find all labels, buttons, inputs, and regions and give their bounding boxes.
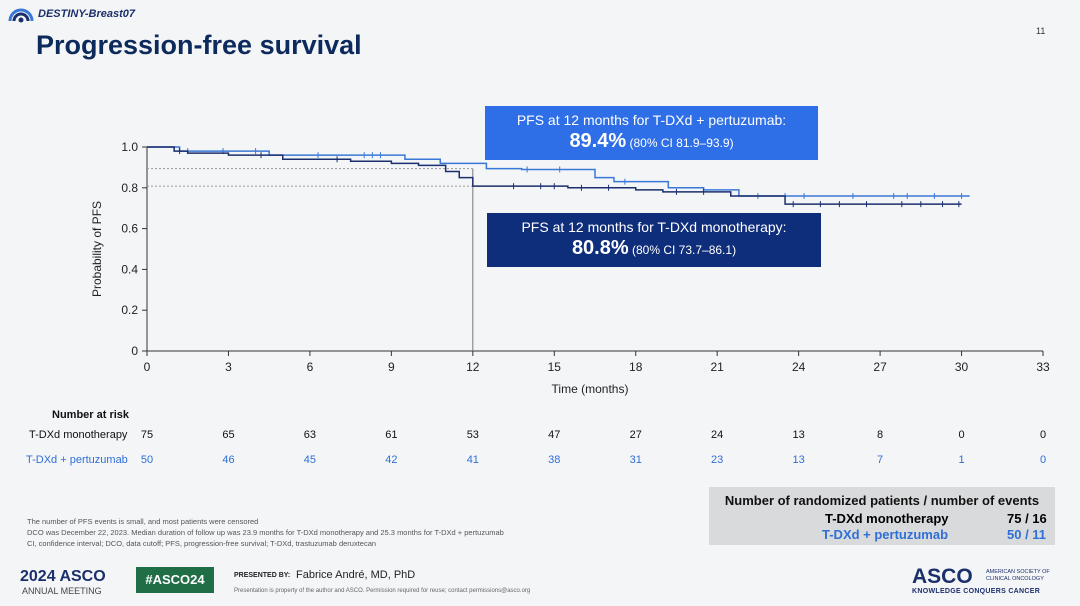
risk-value: 0	[1039, 454, 1047, 466]
top-bar	[0, 0, 1080, 28]
risk-value: 7	[877, 454, 884, 466]
risk-value: 42	[385, 454, 398, 466]
risk-value: 23	[711, 454, 724, 466]
x-tick-label: 6	[307, 360, 314, 374]
callout-monotherapy-ci: (80% CI 73.7–86.1)	[632, 243, 737, 257]
x-tick-label: 27	[873, 360, 887, 374]
meeting-logo: 2024 ASCO	[20, 568, 106, 585]
risk-value: 61	[385, 429, 398, 441]
callout-monotherapy: PFS at 12 months for T-DXd monotherapy: …	[487, 213, 821, 267]
risk-value: 38	[548, 454, 561, 466]
risk-value: 46	[222, 454, 235, 466]
risk-value: 31	[629, 454, 642, 466]
x-tick-label: 30	[955, 360, 969, 374]
page-title: Progression-free survival	[36, 30, 362, 60]
footnote-1: The number of PFS events is small, and m…	[27, 517, 259, 526]
asco-org-name: AMERICAN SOCIETY OF CLINICAL ONCOLOGY	[986, 569, 1050, 582]
summary-row-label-mono: T-DXd monotherapy	[825, 511, 949, 526]
risk-value: 41	[466, 454, 479, 466]
x-tick-label: 9	[388, 360, 395, 374]
summary-title: Number of randomized patients / number o…	[724, 493, 1040, 508]
x-axis-label: Time (months)	[552, 382, 629, 396]
y-tick-label: 0.4	[121, 262, 138, 276]
x-tick-label: 15	[548, 360, 562, 374]
trial-name: DESTINY-Breast07	[38, 8, 135, 20]
y-tick-label: 0.6	[121, 222, 138, 236]
x-tick-label: 0	[144, 360, 151, 374]
callout-monotherapy-label: PFS at 12 months for T-DXd monotherapy:	[521, 219, 787, 235]
asco-logo: ASCO	[912, 565, 973, 588]
risk-value: 65	[222, 429, 235, 441]
callout-monotherapy-value: 80.8%	[571, 237, 629, 259]
y-tick-label: 0	[131, 344, 138, 358]
risk-value: 13	[792, 429, 805, 441]
risk-value: 13	[792, 454, 805, 466]
risk-row-label: T-DXd monotherapy	[29, 429, 128, 441]
risk-value: 45	[303, 454, 317, 466]
slide-number: 11	[1036, 26, 1046, 36]
summary-box: Number of randomized patients / number o…	[709, 487, 1055, 545]
risk-table-header: Number at risk	[52, 409, 130, 421]
risk-value: 53	[466, 429, 479, 441]
callout-pertuzumab: PFS at 12 months for T-DXd + pertuzumab:…	[485, 106, 818, 160]
x-tick-label: 24	[792, 360, 806, 374]
x-tick-label: 21	[711, 360, 725, 374]
summary-row-value-pert: 50 / 11	[1007, 527, 1047, 542]
risk-value: 0	[958, 429, 965, 441]
risk-value: 27	[629, 429, 642, 441]
summary-row-label-pert: T-DXd + pertuzumab	[822, 527, 949, 542]
presenter-name: Fabrice André, MD, PhD	[296, 569, 416, 581]
meeting-sub: ANNUAL MEETING	[22, 586, 102, 596]
risk-value: 24	[711, 429, 724, 441]
y-axis-label: Probability of PFS	[90, 201, 104, 297]
x-tick-label: 33	[1036, 360, 1050, 374]
risk-value: 63	[303, 429, 317, 441]
km-chart: 0 3 6 9 12 15 18 21 24 27 30 33 0 0.2 0.4 0.6 0.8 1.0 Time…	[90, 140, 1050, 396]
risk-value: 1	[958, 454, 965, 466]
y-tick-label: 1.0	[121, 140, 138, 154]
km-curve-pertuzumab	[147, 146, 970, 197]
risk-value: 75	[140, 429, 154, 441]
footnote-3: CI, confidence interval; DCO, data cutof…	[27, 539, 377, 548]
summary-row-value-mono: 75 / 16	[1007, 511, 1047, 526]
risk-value: 8	[877, 429, 884, 441]
trial-logo-icon	[8, 8, 34, 23]
risk-value: 50	[140, 454, 154, 466]
x-tick-label: 12	[466, 360, 480, 374]
y-tick-label: 0.8	[121, 181, 138, 195]
callout-pertuzumab-ci: (80% CI 81.9–93.9)	[629, 136, 734, 150]
property-note: Presentation is property of the author a…	[234, 588, 531, 594]
asco-tagline: KNOWLEDGE CONQUERS CANCER	[912, 588, 1041, 595]
callout-pertuzumab-value: 89.4%	[569, 130, 627, 152]
km-curve-monotherapy	[147, 146, 962, 205]
callout-pertuzumab-label: PFS at 12 months for T-DXd + pertuzumab:	[516, 112, 787, 128]
y-tick-label: 0.2	[121, 303, 138, 317]
risk-value: 0	[1039, 429, 1047, 441]
x-tick-label: 18	[629, 360, 643, 374]
footnote-2: DCO was December 22, 2023. Median durati…	[27, 528, 504, 537]
footnotes: The number of PFS events is small, and m…	[27, 516, 504, 549]
presented-by-label: PRESENTED BY:	[234, 572, 291, 579]
hashtag-badge: #ASCO24	[136, 567, 214, 593]
risk-row-label: T-DXd + pertuzumab	[26, 454, 128, 466]
x-tick-label: 3	[225, 360, 232, 374]
risk-value: 47	[548, 429, 561, 441]
